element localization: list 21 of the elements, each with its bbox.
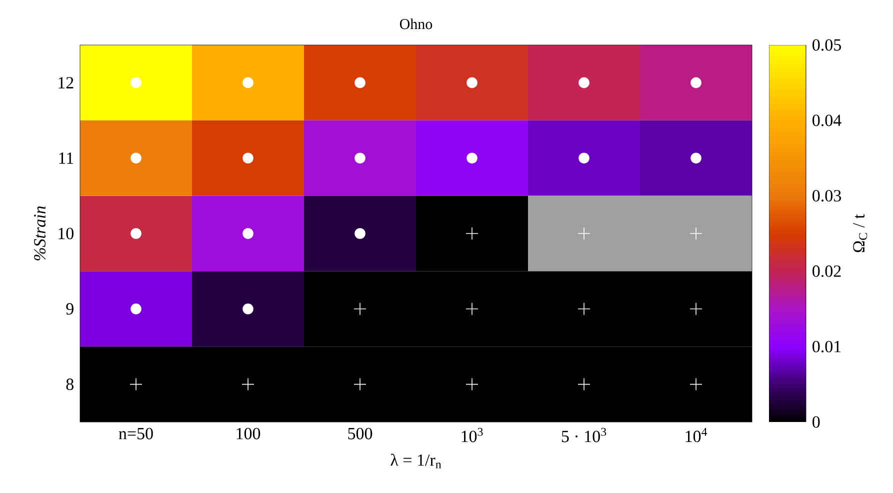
color-bar-title: Ω$_{C}$ / t [853, 214, 868, 252]
color-bar-label: 0.01 [812, 340, 841, 352]
y-tick-label: 9 [66, 303, 74, 315]
x-tick-label: 500 [348, 428, 372, 440]
x-tick-label: 5 · 10$^{3}$ [562, 428, 606, 442]
x-axis-title: λ = 1/r$_{n}$ [390, 454, 442, 468]
x-tick-label: 100 [236, 428, 260, 440]
chart-title: Ohno [400, 18, 432, 30]
x-tick-label: 10$^{4}$ [686, 428, 708, 442]
x-tick-label: n=50 [118, 428, 153, 440]
y-tick-label: 10 [58, 228, 74, 240]
color-bar-label: 0.03 [812, 190, 841, 202]
color-bar-label: 0 [812, 416, 820, 428]
y-tick-label: 12 [58, 77, 74, 88]
color-bar-label: 0.05 [812, 39, 841, 51]
y-tick-label: 11 [59, 152, 74, 164]
y-axis-title: %Strain [34, 206, 46, 260]
color-bar-label: 0.04 [812, 114, 842, 126]
x-tick-label: 10$^{3}$ [462, 428, 483, 442]
y-tick-label: 8 [66, 378, 74, 390]
color-bar-label: 0.02 [812, 265, 841, 277]
